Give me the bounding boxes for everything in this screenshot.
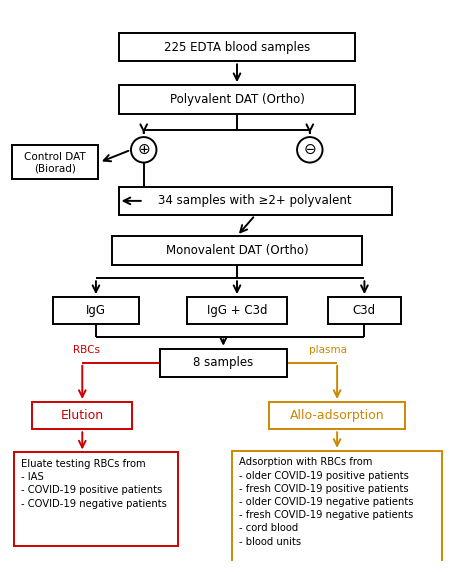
- Text: Eluate testing RBCs from
- IAS
- COVID-19 positive patients
- COVID-19 negative : Eluate testing RBCs from - IAS - COVID-1…: [21, 459, 167, 509]
- FancyBboxPatch shape: [112, 236, 362, 265]
- FancyBboxPatch shape: [53, 297, 139, 324]
- Text: ⊖: ⊖: [303, 142, 316, 157]
- Text: Control DAT
(Biorad): Control DAT (Biorad): [24, 152, 86, 173]
- Text: IgG + C3d: IgG + C3d: [207, 304, 267, 317]
- Text: Elution: Elution: [61, 409, 104, 422]
- FancyBboxPatch shape: [187, 297, 287, 324]
- FancyBboxPatch shape: [118, 33, 356, 61]
- FancyBboxPatch shape: [118, 85, 356, 114]
- Text: 225 EDTA blood samples: 225 EDTA blood samples: [164, 41, 310, 54]
- Text: 8 samples: 8 samples: [193, 356, 254, 370]
- Text: IgG: IgG: [86, 304, 106, 317]
- FancyBboxPatch shape: [232, 451, 442, 571]
- Text: Polyvalent DAT (Ortho): Polyvalent DAT (Ortho): [170, 93, 304, 106]
- Text: ⊕: ⊕: [137, 142, 150, 157]
- FancyBboxPatch shape: [328, 297, 401, 324]
- FancyBboxPatch shape: [32, 402, 132, 430]
- FancyBboxPatch shape: [269, 402, 405, 430]
- Text: Monovalent DAT (Ortho): Monovalent DAT (Ortho): [166, 244, 308, 257]
- FancyBboxPatch shape: [14, 452, 178, 546]
- Text: plasma: plasma: [309, 345, 347, 355]
- FancyBboxPatch shape: [118, 186, 392, 215]
- Text: Allo-adsorption: Allo-adsorption: [290, 409, 384, 422]
- Text: C3d: C3d: [353, 304, 376, 317]
- Text: 34 samples with ≥2+ polyvalent: 34 samples with ≥2+ polyvalent: [158, 194, 352, 208]
- Ellipse shape: [297, 137, 322, 162]
- Ellipse shape: [131, 137, 156, 162]
- FancyBboxPatch shape: [160, 348, 287, 377]
- FancyBboxPatch shape: [12, 145, 98, 180]
- Text: RBCs: RBCs: [73, 345, 100, 355]
- Text: Adsorption with RBCs from
- older COVID-19 positive patients
- fresh COVID-19 po: Adsorption with RBCs from - older COVID-…: [239, 458, 414, 546]
